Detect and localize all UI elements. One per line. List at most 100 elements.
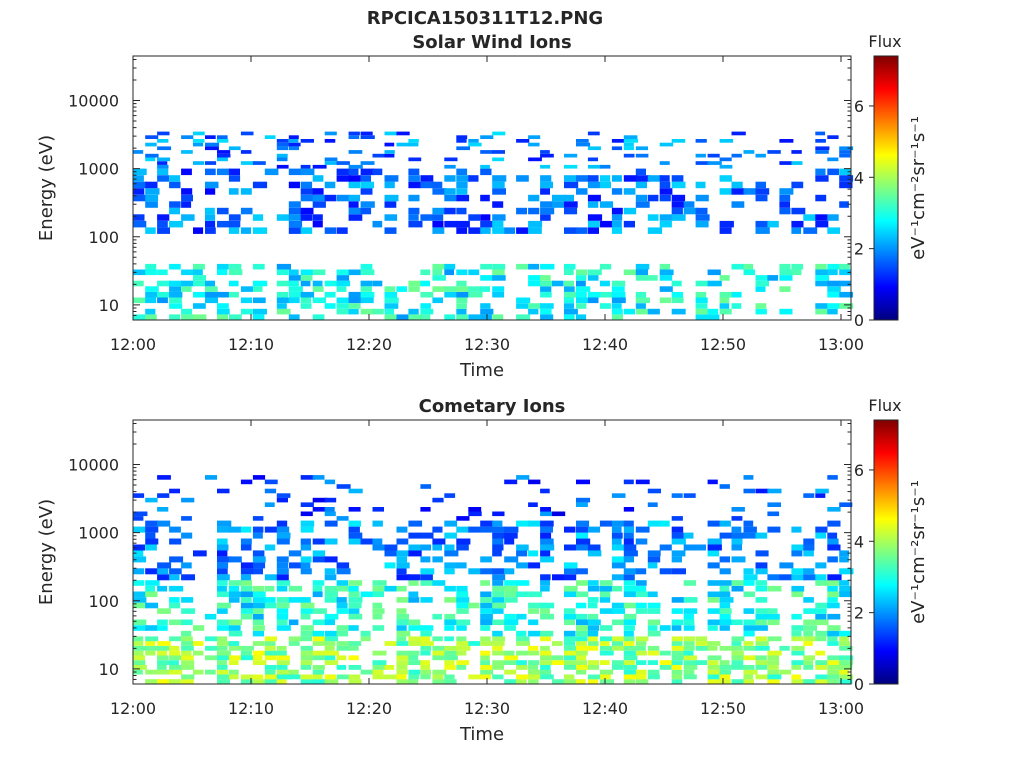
spectrogram-cell (683, 669, 695, 675)
spectrogram-cell (456, 562, 467, 569)
spectrogram-cell (611, 602, 626, 609)
spectrogram-cell (228, 674, 239, 680)
spectrogram-cell (372, 507, 384, 512)
spectrogram-cell (444, 650, 458, 656)
spectrogram-cell (564, 608, 576, 614)
spectrogram-cell (576, 142, 591, 147)
spectrogram-cell (288, 275, 303, 281)
spectrogram-cell (348, 585, 359, 592)
spectrogram-cell (707, 308, 719, 315)
spectrogram-cell (133, 280, 144, 287)
spectrogram-cell (252, 630, 264, 637)
spectrogram-cell (264, 135, 276, 139)
spectrogram-cell (420, 556, 431, 563)
spectrogram-cell (755, 619, 767, 626)
spectrogram-cell (240, 131, 254, 136)
spectrogram-cell (396, 314, 410, 320)
spectrogram-cell (133, 194, 147, 202)
spectrogram-cell (312, 591, 323, 598)
spectrogram-cell (408, 679, 419, 684)
spectrogram-cell (564, 613, 578, 620)
spectrogram-cell (384, 297, 399, 304)
spectrogram-cell (444, 175, 456, 182)
spectrogram-cell (707, 625, 718, 631)
spectrogram-cell (228, 556, 242, 563)
spectrogram-cell (324, 645, 335, 651)
spectrogram-cell (217, 538, 228, 545)
spectrogram-cell (635, 538, 648, 545)
spectrogram-cell (683, 201, 695, 208)
spectrogram-cell (456, 303, 467, 309)
spectrogram-cell (492, 214, 506, 221)
spectrogram-cell (611, 641, 624, 646)
spectrogram-cell (300, 280, 311, 287)
spectrogram-cell (157, 608, 171, 614)
spectrogram-cell (312, 674, 323, 680)
spectrogram-cell (635, 602, 647, 609)
spectrogram-cell (707, 669, 722, 675)
spectrogram-cell (815, 679, 830, 684)
spectrogram-cell (408, 619, 421, 626)
spectrogram-cell (181, 655, 194, 661)
spectrogram-cell (755, 636, 767, 642)
spectrogram-cell (468, 511, 482, 517)
spectrogram-cell (348, 150, 363, 154)
spectrogram-cell (217, 550, 228, 557)
spectrogram-cell (264, 679, 278, 684)
spectrogram-cell (169, 597, 180, 603)
spectrogram-cell (791, 660, 806, 665)
spectrogram-cell (456, 526, 471, 533)
spectrogram-cell (492, 597, 505, 603)
spectrogram-cell (516, 580, 530, 586)
spectrogram-cell (516, 297, 531, 304)
spectrogram-cell (396, 650, 410, 656)
spectrogram-cell (779, 269, 794, 276)
spectrogram-cell (635, 645, 646, 651)
spectrogram-cell (336, 516, 349, 521)
spectrogram-cell (384, 674, 398, 680)
spectrogram-cell (252, 674, 264, 680)
spectrogram-cell (791, 207, 806, 215)
spectrogram-cell (157, 585, 167, 592)
spectrogram-cell (312, 679, 327, 684)
spectrogram-cell (217, 591, 230, 598)
spectrogram-cell (145, 602, 159, 609)
spectrogram-cell (576, 275, 587, 281)
spectrogram-cell (300, 645, 313, 651)
spectrogram-cell (228, 669, 239, 675)
spectrogram-cell (492, 538, 504, 545)
spectrogram-cell (240, 544, 252, 551)
spectrogram-cell (193, 669, 204, 675)
spectrogram-cell (611, 636, 625, 642)
spectrogram-cell (157, 520, 171, 527)
spectrogram-cell (719, 532, 733, 539)
panels: 12:00 12:10 12:20 12:30 12:40 12:50 13:0010100… (36, 32, 929, 745)
spectrogram-cell (564, 660, 577, 665)
spectrogram-cell (671, 650, 686, 656)
spectrogram-cell (540, 280, 555, 287)
spectrogram-cell (719, 303, 730, 309)
spectrogram-cell (312, 655, 326, 661)
spectrogram-cell (408, 175, 420, 182)
spectrogram-cell (719, 619, 732, 626)
spectrogram-cell (576, 520, 590, 527)
spectrogram-cell (181, 608, 196, 614)
spectrogram-cell (217, 314, 228, 320)
spectrogram-cell (695, 181, 706, 189)
spectrogram-cell (671, 214, 686, 221)
spectrogram-cell (671, 297, 684, 304)
spectrogram-cell (492, 275, 506, 281)
spectrogram-cell (228, 263, 242, 270)
spectrogram-cell (552, 201, 565, 208)
spectrogram-cell (396, 556, 407, 563)
spectrogram-cell (193, 641, 204, 646)
spectrogram-cell (731, 660, 744, 665)
spectrogram-cell (540, 674, 554, 680)
spectrogram-cell (456, 280, 467, 287)
spectrogram-cell (432, 297, 443, 304)
spectrogram-cell (743, 619, 758, 626)
spectrogram-cell (324, 636, 338, 642)
spectrogram-cell (707, 674, 720, 680)
spectrogram-cell (384, 142, 395, 147)
spectrogram-cell (635, 591, 648, 598)
